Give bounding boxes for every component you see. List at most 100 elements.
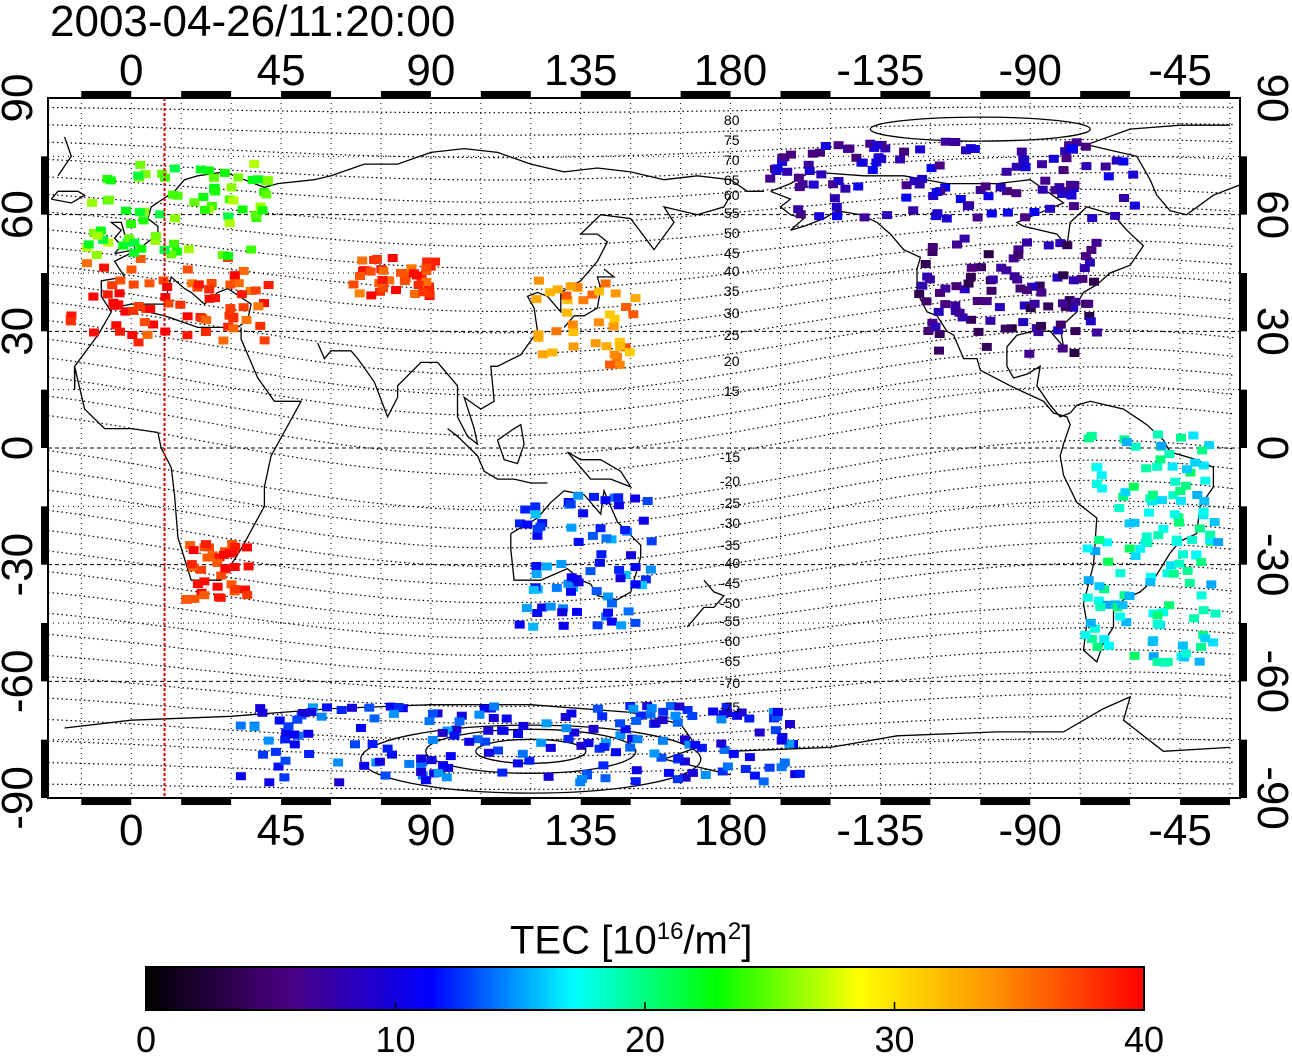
frame-tick: [181, 91, 232, 98]
tec-cell: [591, 587, 602, 596]
tec-cell: [1068, 202, 1079, 211]
colorbar-tick-label: 40: [1124, 1019, 1164, 1057]
mlat-pole-contour: [360, 724, 702, 794]
tec-cell: [1066, 180, 1076, 189]
tec-cell: [1043, 241, 1054, 250]
tec-cell: [820, 142, 831, 150]
tec-cell: [776, 763, 787, 772]
mlat-label: 55: [724, 205, 740, 221]
tec-cell: [160, 327, 171, 336]
tec-cell: [572, 282, 583, 291]
tec-cell: [1157, 496, 1167, 505]
tec-cell: [1129, 651, 1140, 660]
tec-cell: [1025, 304, 1036, 313]
tec-cell: [1171, 535, 1182, 544]
tec-cell: [1084, 312, 1095, 320]
tec-cell: [560, 713, 571, 721]
tec-cell: [1192, 491, 1203, 499]
tec-cell: [253, 302, 264, 311]
tec-cell: [115, 327, 125, 336]
tec-cell: [1159, 658, 1170, 667]
tec-cell: [562, 296, 573, 305]
tec-cell: [951, 282, 962, 291]
tec-cell: [493, 746, 503, 755]
tec-cell: [228, 314, 239, 323]
tec-cell: [600, 279, 611, 288]
tec-cell: [980, 182, 991, 191]
tec-cell: [764, 763, 775, 772]
tec-cell: [387, 254, 398, 262]
colorbar-tick-label: 10: [375, 1019, 415, 1057]
tec-cell: [594, 287, 604, 296]
tec-cell: [228, 324, 239, 333]
tec-cell: [594, 558, 605, 567]
tec-cell: [640, 575, 651, 584]
tec-cell: [1083, 299, 1094, 308]
magnetic-lat-contours: [48, 106, 1234, 794]
tec-cell: [1130, 442, 1141, 451]
tec-cell: [1062, 241, 1073, 250]
tec-cell: [832, 212, 843, 221]
tec-cell: [573, 537, 584, 546]
tec-cell: [235, 721, 246, 730]
tec-cell: [1057, 344, 1068, 353]
tec-cell: [88, 292, 99, 301]
tec-cell: [1089, 624, 1100, 633]
tec-cell: [687, 768, 698, 777]
tec-cell: [297, 709, 308, 717]
tec-cell: [630, 563, 641, 571]
tec-cell: [169, 164, 180, 173]
mlat-label: -50: [720, 595, 740, 611]
tec-cell: [129, 238, 140, 247]
tec-cell: [255, 321, 266, 330]
tec-cell: [387, 750, 397, 759]
frame-tick: [1240, 739, 1247, 798]
mlat-label: 35: [724, 283, 740, 299]
tec-cell: [220, 564, 231, 573]
tec-cell: [965, 144, 976, 153]
tec-cell: [1124, 544, 1135, 553]
tec-cell: [264, 778, 275, 787]
tec-cell: [1097, 484, 1108, 493]
tec-cell: [274, 716, 285, 725]
tec-cell: [1094, 536, 1105, 544]
tec-cell: [1066, 191, 1077, 200]
tec-cell: [777, 157, 788, 166]
tec-cell: [421, 263, 432, 272]
frame-tick: [281, 91, 332, 98]
tec-cell: [966, 315, 977, 324]
tec-cell: [566, 573, 577, 582]
tec-cell: [393, 703, 404, 711]
coastline: [566, 451, 633, 489]
tec-cell: [1016, 147, 1027, 156]
tec-cell: [1087, 214, 1098, 223]
frame-tick: [1240, 506, 1247, 565]
tec-cell: [804, 167, 815, 175]
tec-cell: [803, 160, 814, 169]
frame-tick: [380, 91, 431, 98]
tec-cell: [160, 173, 171, 182]
mlat-label: -75: [720, 699, 740, 715]
tec-cell: [367, 740, 378, 748]
tec-cell: [512, 759, 523, 768]
tec-cell: [708, 707, 719, 716]
tec-cell: [135, 160, 146, 169]
tec-cell: [665, 702, 676, 710]
tec-cell: [186, 560, 197, 569]
tec-cell: [219, 550, 229, 559]
tec-cell: [603, 592, 614, 601]
tec-cell: [833, 177, 844, 185]
tec-cell: [600, 738, 611, 747]
tec-cell: [241, 316, 252, 324]
mlat-contour: [48, 671, 1234, 708]
tec-cell: [566, 709, 577, 718]
tec-cell: [257, 708, 268, 717]
tec-cell: [1001, 266, 1012, 275]
tec-cell: [1094, 582, 1105, 591]
frame-tick: [1240, 156, 1247, 215]
tec-cell: [1068, 303, 1079, 312]
tec-cell: [932, 209, 943, 218]
lon-tick-label-bottom: 90: [406, 806, 455, 855]
tec-cell: [433, 768, 444, 777]
tec-cell: [1081, 252, 1091, 261]
